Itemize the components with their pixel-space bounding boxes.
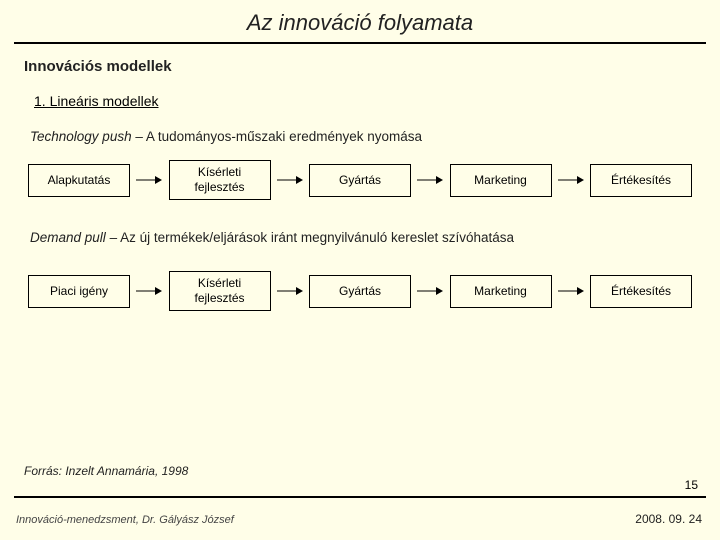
model2-flow: Piaci igény Kísérletifejlesztés Gyártás … — [28, 271, 692, 311]
arrow-icon — [277, 286, 303, 296]
arrow-icon — [558, 286, 584, 296]
arrow-icon — [277, 175, 303, 185]
arrow-icon — [136, 175, 162, 185]
model1-caption: Technology push – A tudományos-műszaki e… — [30, 129, 696, 144]
arrow-icon — [417, 175, 443, 185]
slide-number: 15 — [685, 478, 698, 492]
flow-node: Alapkutatás — [28, 164, 130, 197]
flow-node: Értékesítés — [590, 275, 692, 308]
flow-node: Kísérletifejlesztés — [169, 160, 271, 200]
flow-node: Kísérletifejlesztés — [169, 271, 271, 311]
model1-caption-rest: – A tudományos-műszaki eredmények nyomás… — [135, 129, 422, 144]
flow-node: Piaci igény — [28, 275, 130, 308]
content-area: Innovációs modellek 1. Lineáris modellek… — [0, 44, 720, 311]
model1-flow: Alapkutatás Kísérletifejlesztés Gyártás … — [28, 160, 692, 200]
model2-caption-em: Demand pull — [30, 230, 106, 245]
footer-date: 2008. 09. 24 — [635, 512, 702, 526]
model2-caption-rest: – Az új termékek/eljárások iránt megnyil… — [110, 230, 514, 245]
flow-node: Gyártás — [309, 164, 411, 197]
arrow-icon — [136, 286, 162, 296]
arrow-icon — [417, 286, 443, 296]
model1-caption-em: Technology push — [30, 129, 132, 144]
subtitle: Innovációs modellek — [24, 58, 696, 75]
page-title: Az innováció folyamata — [239, 10, 481, 42]
arrow-icon — [558, 175, 584, 185]
source-citation: Forrás: Inzelt Annamária, 1998 — [24, 464, 188, 478]
flow-node: Marketing — [450, 164, 552, 197]
section-heading: 1. Lineáris modellek — [34, 93, 696, 109]
footer-left: Innováció-menedzsment, Dr. Gályász Józse… — [16, 514, 234, 526]
model2-caption: Demand pull – Az új termékek/eljárások i… — [30, 230, 696, 245]
footer-rule — [14, 496, 706, 498]
flow-node: Gyártás — [309, 275, 411, 308]
flow-node: Marketing — [450, 275, 552, 308]
flow-node: Értékesítés — [590, 164, 692, 197]
